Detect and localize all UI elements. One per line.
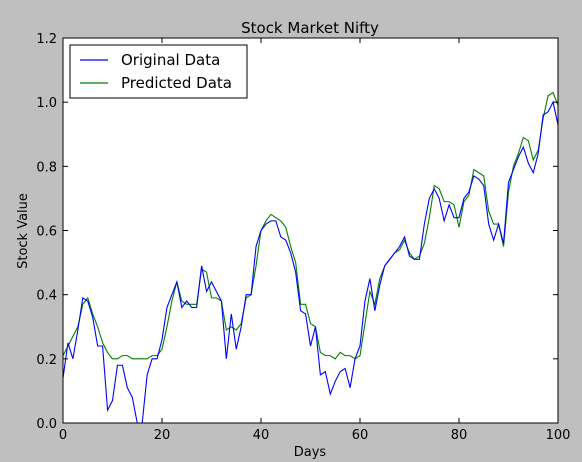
legend-box bbox=[69, 44, 248, 99]
series-line-predicted bbox=[62, 91, 559, 360]
y-tick-label: 1.0 bbox=[36, 96, 57, 111]
series-layer bbox=[62, 91, 559, 424]
y-tick-label: 0.0 bbox=[36, 417, 57, 432]
x-tick-label: 60 bbox=[352, 428, 369, 443]
y-tick-label: 1.2 bbox=[36, 32, 57, 47]
y-tick-label: 0.8 bbox=[36, 160, 57, 175]
chart-title: Stock Market Nifty bbox=[241, 19, 379, 37]
x-tick-label: 20 bbox=[154, 428, 171, 443]
legend: Original Data Predicted Data bbox=[69, 44, 248, 99]
x-tick-label: 0 bbox=[59, 428, 67, 443]
series-line-original bbox=[62, 100, 559, 424]
x-tick-label: 40 bbox=[253, 428, 270, 443]
legend-label-predicted: Predicted Data bbox=[121, 74, 232, 92]
legend-label-original: Original Data bbox=[121, 51, 220, 69]
y-tick-label: 0.4 bbox=[36, 289, 57, 304]
y-axis-label: Stock Value bbox=[16, 193, 31, 269]
x-tick-label: 80 bbox=[451, 428, 468, 443]
ticks-layer: 0 20 40 60 80 100 0.0 0.2 0.4 0.6 0.8 1.0 1.2 bbox=[36, 32, 570, 443]
x-axis-label: Days bbox=[294, 445, 327, 460]
y-tick-label: 0.2 bbox=[36, 353, 57, 368]
x-tick-label: 100 bbox=[546, 428, 571, 443]
y-tick-label: 0.6 bbox=[36, 225, 57, 240]
